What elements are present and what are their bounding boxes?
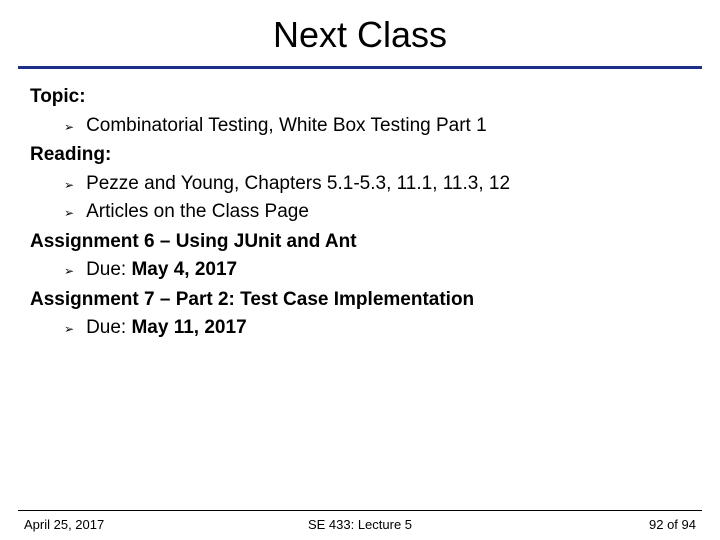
reading-heading: Reading:	[30, 141, 690, 169]
assignment6-due: Due: May 4, 2017	[86, 256, 237, 284]
slide-footer: April 25, 2017 SE 433: Lecture 5 92 of 9…	[18, 510, 702, 540]
due-date: May 11, 2017	[131, 317, 246, 338]
bullet-icon: ➢	[64, 119, 74, 136]
due-prefix: Due:	[86, 259, 131, 280]
footer-course: SE 433: Lecture 5	[308, 517, 412, 532]
bullet-icon: ➢	[64, 321, 74, 338]
reading-text-2: Articles on the Class Page	[86, 198, 309, 226]
assignment7-heading: Assignment 7 – Part 2: Test Case Impleme…	[30, 286, 690, 314]
list-item: ➢ Pezze and Young, Chapters 5.1-5.3, 11.…	[30, 170, 690, 198]
bullet-icon: ➢	[64, 263, 74, 280]
assignment6-heading: Assignment 6 – Using JUnit and Ant	[30, 228, 690, 256]
footer-page: 92 of 94	[649, 517, 696, 532]
slide-title: Next Class	[0, 0, 720, 66]
topic-heading: Topic:	[30, 83, 690, 111]
topic-text: Combinatorial Testing, White Box Testing…	[86, 112, 487, 140]
list-item: ➢ Combinatorial Testing, White Box Testi…	[30, 112, 690, 140]
title-underline	[18, 66, 702, 69]
bullet-icon: ➢	[64, 205, 74, 222]
bullet-icon: ➢	[64, 177, 74, 194]
list-item: ➢ Due: May 11, 2017	[30, 314, 690, 342]
due-prefix: Due:	[86, 317, 131, 338]
list-item: ➢ Articles on the Class Page	[30, 198, 690, 226]
footer-date: April 25, 2017	[24, 517, 104, 532]
due-date: May 4, 2017	[131, 259, 237, 280]
assignment7-due: Due: May 11, 2017	[86, 314, 247, 342]
reading-text-1: Pezze and Young, Chapters 5.1-5.3, 11.1,…	[86, 170, 510, 198]
slide-body: Topic: ➢ Combinatorial Testing, White Bo…	[0, 83, 720, 342]
slide: Next Class Topic: ➢ Combinatorial Testin…	[0, 0, 720, 540]
list-item: ➢ Due: May 4, 2017	[30, 256, 690, 284]
